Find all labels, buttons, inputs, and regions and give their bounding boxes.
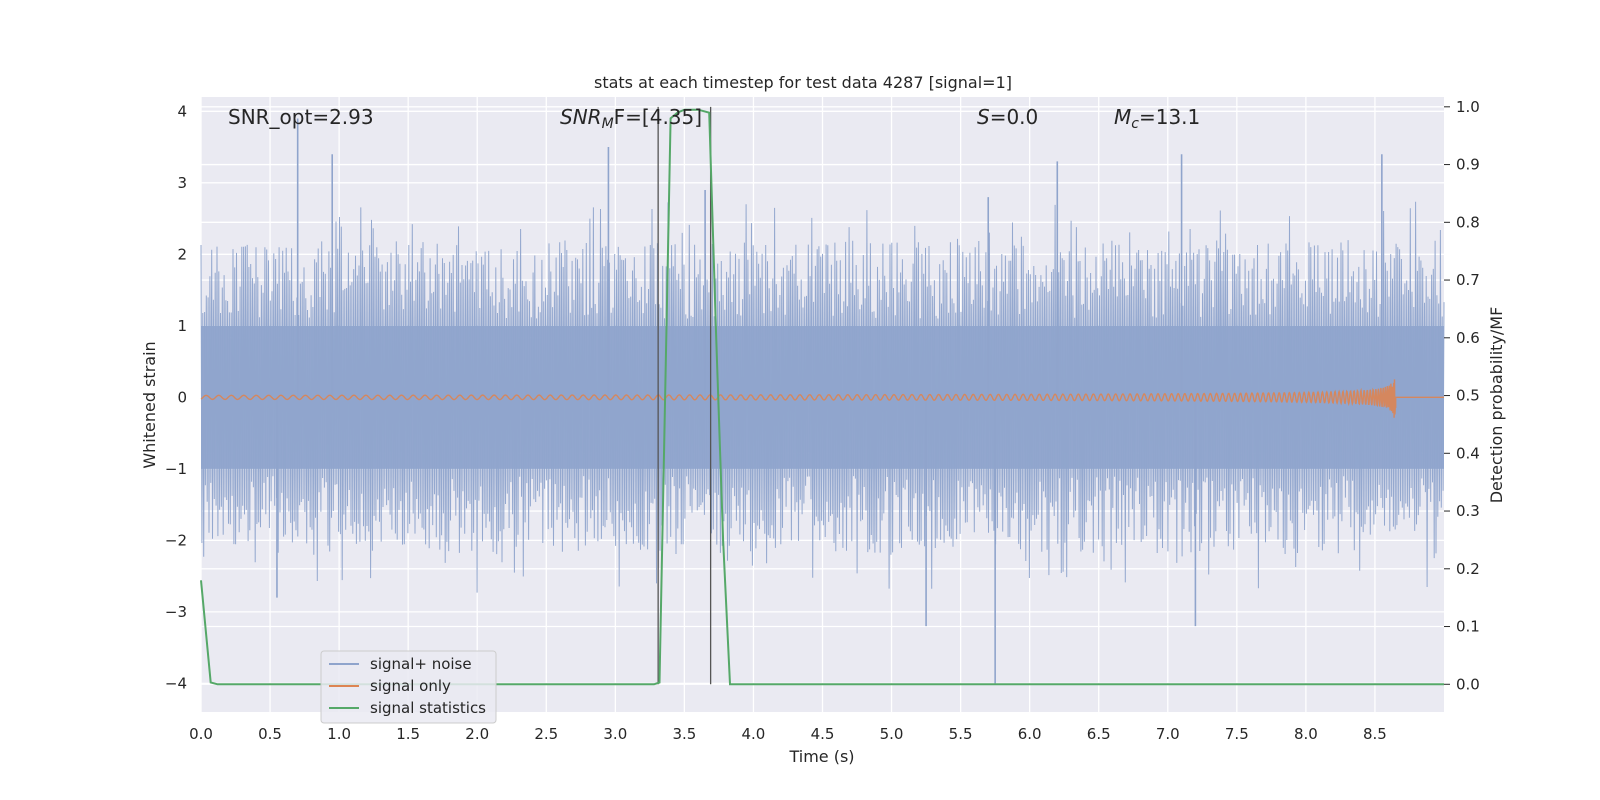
x-tick-label: 4.0 bbox=[742, 725, 766, 743]
y-axis-right-label: Detection probability/MF bbox=[1487, 307, 1506, 504]
annotation-snr-mf-symbol: SNR bbox=[560, 105, 602, 129]
y-tick-label-right: 0.1 bbox=[1456, 618, 1480, 636]
y-tick-label-right: 0.6 bbox=[1456, 329, 1480, 347]
y-tick-label-left: 2 bbox=[177, 245, 187, 263]
x-axis-ticks: 0.0 0.5 1.0 1.5 2.0 2.5 3.0 3.5 4.0 4.5 5.0 5.5 6.0 6… bbox=[189, 725, 1387, 743]
y-tick-label-left: −1 bbox=[165, 460, 187, 478]
y-tick-label-left: 1 bbox=[177, 317, 187, 335]
annotation-snr-opt: SNR_opt=2.93 bbox=[228, 105, 374, 129]
y-tick-label-left: 0 bbox=[177, 388, 187, 406]
x-tick-label: 7.0 bbox=[1156, 725, 1180, 743]
y-tick-label-right: 0.9 bbox=[1456, 156, 1480, 174]
y-tick-label-right: 0.0 bbox=[1456, 675, 1480, 693]
y-tick-label-left: 4 bbox=[177, 102, 187, 120]
annotation-snr-mf-value: F=[4.35] bbox=[614, 105, 702, 129]
y-axis-left-ticks: 4 3 2 1 0 −1 −2 −3 −4 bbox=[165, 102, 187, 692]
x-tick-label: 8.5 bbox=[1363, 725, 1387, 743]
y-tick-label-right: 0.4 bbox=[1456, 444, 1480, 462]
x-tick-label: 1.0 bbox=[327, 725, 351, 743]
x-tick-label: 4.5 bbox=[811, 725, 835, 743]
x-tick-label: 7.5 bbox=[1225, 725, 1249, 743]
chirp-trace bbox=[200, 379, 1444, 418]
legend-label-noise: signal+ noise bbox=[370, 655, 472, 673]
x-tick-label: 8.0 bbox=[1294, 725, 1318, 743]
annotation-mc-symbol: M bbox=[1114, 105, 1131, 129]
x-tick-label: 3.5 bbox=[672, 725, 696, 743]
annotation-snr-mf: SNRMF=[4.35] bbox=[560, 105, 702, 132]
y-tick-label-left: 3 bbox=[177, 174, 187, 192]
x-tick-label: 6.0 bbox=[1018, 725, 1042, 743]
x-tick-label: 6.5 bbox=[1087, 725, 1111, 743]
annotation-s-symbol: S bbox=[977, 105, 990, 129]
x-tick-label: 3.0 bbox=[603, 725, 627, 743]
vertical-markers bbox=[657, 106, 712, 685]
x-tick-label: 2.0 bbox=[465, 725, 489, 743]
y-tick-label-left: −3 bbox=[165, 603, 187, 621]
annotation-snr-mf-subscript: M bbox=[602, 116, 614, 132]
legend-label-signal: signal only bbox=[370, 677, 451, 695]
x-tick-label: 5.0 bbox=[880, 725, 904, 743]
legend-label-statistics: signal statistics bbox=[370, 699, 486, 717]
annotation-mc-subscript: c bbox=[1131, 116, 1139, 132]
y-tick-label-left: −2 bbox=[165, 531, 187, 549]
y-tick-label-right: 1.0 bbox=[1456, 98, 1480, 116]
legend: signal+ noise signal only signal statist… bbox=[320, 650, 497, 724]
y-tick-label-left: −4 bbox=[165, 674, 187, 692]
y-axis-right-ticks: 1.0 0.9 0.8 0.7 0.6 0.5 0.4 0.3 0.2 0.1 0.0 bbox=[1444, 98, 1480, 693]
series-signal-statistics bbox=[200, 108, 1444, 686]
series-signal-plus-noise bbox=[200, 118, 1445, 684]
x-tick-label: 5.5 bbox=[949, 725, 973, 743]
y-tick-label-right: 0.2 bbox=[1456, 560, 1480, 578]
y-tick-label-right: 0.7 bbox=[1456, 271, 1480, 289]
y-tick-label-right: 0.8 bbox=[1456, 213, 1480, 231]
annotation-s-value: =0.0 bbox=[990, 105, 1039, 129]
statistics-line bbox=[200, 108, 1444, 686]
chart-title: stats at each timestep for test data 428… bbox=[594, 73, 1012, 92]
y-axis-left-label: Whitened strain bbox=[140, 341, 159, 468]
series-signal-only bbox=[200, 379, 1444, 418]
annotation-s: S=0.0 bbox=[977, 105, 1038, 129]
noise-core-band bbox=[201, 325, 1444, 469]
x-tick-label: 2.5 bbox=[534, 725, 558, 743]
x-tick-label: 1.5 bbox=[396, 725, 420, 743]
x-axis-label: Time (s) bbox=[788, 747, 854, 766]
annotation-mc-value: =13.1 bbox=[1139, 105, 1200, 129]
x-tick-label: 0.0 bbox=[189, 725, 213, 743]
x-tick-label: 0.5 bbox=[258, 725, 282, 743]
annotation-mc: Mc=13.1 bbox=[1114, 105, 1200, 132]
legend-box bbox=[320, 650, 497, 724]
y-tick-label-right: 0.5 bbox=[1456, 387, 1480, 405]
y-tick-label-right: 0.3 bbox=[1456, 502, 1480, 520]
